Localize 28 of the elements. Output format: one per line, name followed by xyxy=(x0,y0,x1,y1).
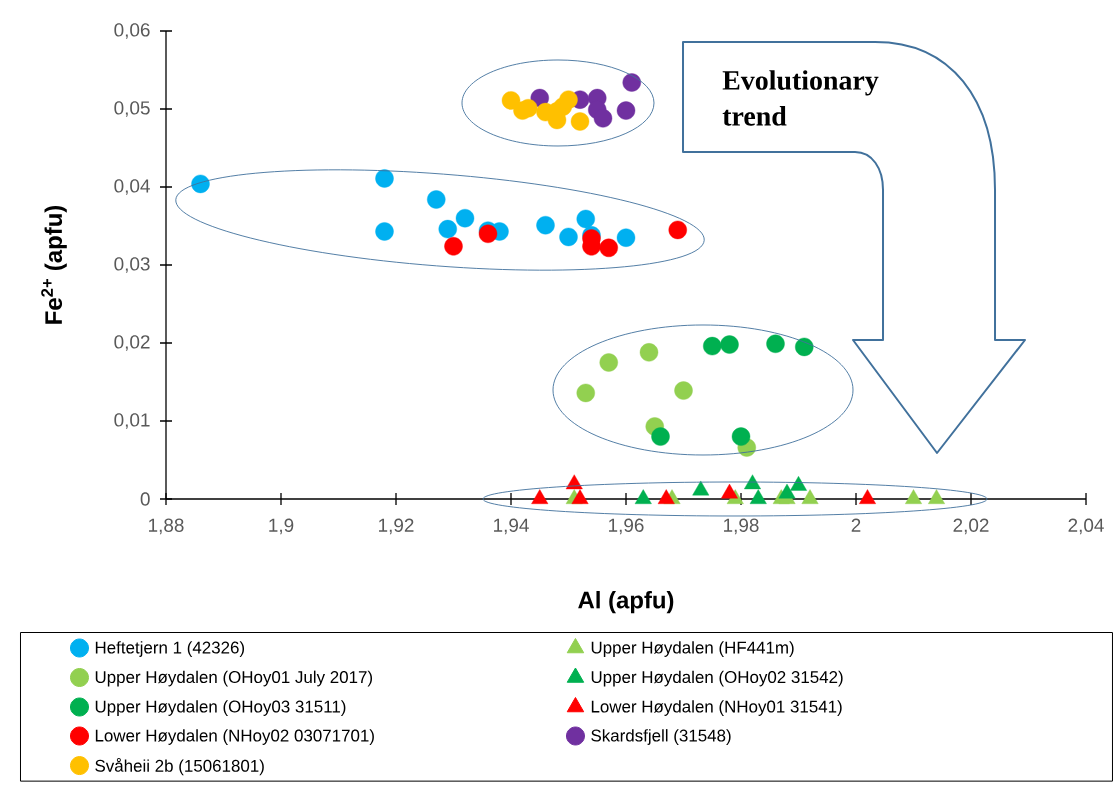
x-tick-label: 1,9 xyxy=(269,518,294,535)
legend-label: Upper Høydalen (OHoy01 July 2017) xyxy=(95,670,373,687)
y-tick-label: 0,01 xyxy=(114,413,150,429)
legend-label: Skardsfjell (31548) xyxy=(591,729,731,745)
x-tick-label: 1,96 xyxy=(609,518,644,535)
legend-label: Heftetjern 1 (42326) xyxy=(95,641,245,657)
legend-label: Lower Høydalen (NHoy02 03071701) xyxy=(95,729,374,745)
y-tick-label: 0,02 xyxy=(114,335,150,351)
x-tick-label: 2 xyxy=(851,518,861,532)
annotation: Evolutionary trend xyxy=(722,70,879,126)
y-tick-label: 0,06 xyxy=(114,23,150,39)
x-tick-label: 2,02 xyxy=(953,518,989,535)
legend-label: Svåheii 2b (15061801) xyxy=(95,757,264,776)
y-tick-label: 0 xyxy=(140,492,150,506)
legend-label: Lower Høydalen (NHoy01 31541) xyxy=(591,700,842,716)
x-tick-label: 2,04 xyxy=(1068,518,1104,535)
legend-label: Upper Høydalen (OHoy03 31511) xyxy=(95,700,346,716)
x-tick-label: 1,94 xyxy=(494,518,529,535)
y-tick-label: 0,04 xyxy=(114,179,150,195)
y-tick-label: 0,03 xyxy=(114,257,150,273)
x-tick-label: 1,98 xyxy=(724,518,759,535)
x-axis-title: Al (apfu) xyxy=(578,591,674,614)
y-tick-label: 0,05 xyxy=(114,101,150,117)
y-axis-title: Fe$^{2+}$ (apfu) xyxy=(41,205,67,324)
x-tick-label: 1,92 xyxy=(379,518,414,535)
legend-label: Upper Høydalen (OHoy02 31542) xyxy=(591,670,843,687)
legend-label: Upper Høydalen (HF441m) xyxy=(591,641,794,657)
x-tick-label: 1,88 xyxy=(149,518,184,535)
